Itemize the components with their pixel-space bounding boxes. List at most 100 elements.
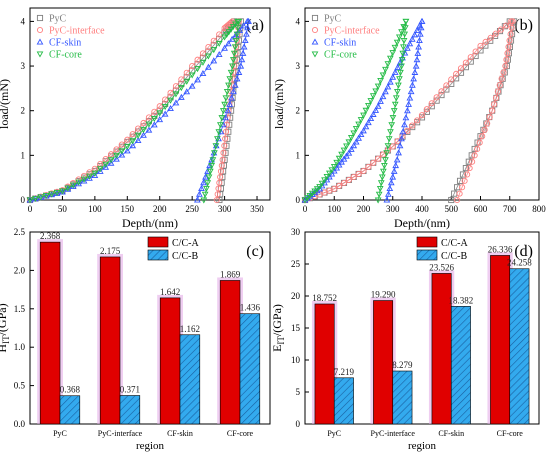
data-point <box>129 138 137 145</box>
data-point <box>386 78 394 85</box>
x-tick-label: 200 <box>153 204 167 214</box>
y-tick-label: 15 <box>291 323 301 333</box>
y-tick-label: 0 <box>296 419 301 429</box>
y-axis-label: load/(mN) <box>0 79 11 129</box>
data-point <box>506 37 513 44</box>
data-point <box>140 119 147 127</box>
data-point <box>365 102 372 110</box>
y-tick-label: 20 <box>291 291 301 301</box>
data-point <box>226 100 234 107</box>
data-point <box>183 78 191 85</box>
data-point <box>231 44 239 51</box>
data-point <box>222 114 229 121</box>
data-point <box>208 163 215 170</box>
data-point <box>333 159 341 166</box>
bar-value-label: 1.642 <box>160 287 180 297</box>
data-point <box>205 53 212 60</box>
panel-label: (b) <box>514 17 533 34</box>
data-point <box>352 138 360 145</box>
data-point <box>418 112 426 119</box>
data-point <box>375 155 382 162</box>
data-point <box>198 184 205 192</box>
data-point <box>404 127 411 134</box>
data-point <box>118 151 126 158</box>
data-point <box>372 88 380 95</box>
data-point <box>336 182 343 189</box>
y-tick-label: 3 <box>21 61 26 71</box>
data-point <box>326 170 333 177</box>
data-point <box>205 63 212 70</box>
data-point <box>489 107 496 114</box>
data-point <box>167 89 174 96</box>
data-point <box>223 142 230 149</box>
data-point <box>381 163 388 170</box>
data-point <box>212 143 220 150</box>
data-point <box>210 37 217 44</box>
bar-c-c-a <box>39 241 61 425</box>
bar-value-label: 7.219 <box>334 367 355 377</box>
data-point <box>396 76 403 83</box>
data-point <box>80 176 88 183</box>
loading-curve <box>304 21 407 201</box>
data-point <box>221 34 228 41</box>
legend-label: C/C-B <box>172 251 198 262</box>
data-point <box>316 184 323 191</box>
data-point <box>220 149 227 156</box>
legend-label: CF-skin <box>324 38 356 49</box>
data-point <box>350 130 358 137</box>
data-point <box>507 31 514 38</box>
data-point <box>384 61 392 68</box>
series-pyc-interface <box>301 18 516 204</box>
data-point <box>229 24 237 31</box>
data-point <box>102 156 109 163</box>
x-tick-label: 150 <box>121 204 135 214</box>
data-point <box>379 72 387 79</box>
y-axis-label: EIT/(GPa) <box>270 304 286 352</box>
data-point <box>232 38 240 45</box>
data-point <box>308 190 316 197</box>
panel-a: 0 50 100 150 200 250 300 350 0 1 2 3 4 Depth/(nm) load… <box>0 7 271 230</box>
bar-value-label: 19.290 <box>371 290 396 300</box>
data-point <box>335 161 343 168</box>
data-point <box>345 139 353 146</box>
data-point <box>448 76 455 83</box>
bar-value-label: 2.368 <box>40 231 61 241</box>
data-point <box>218 115 226 122</box>
y-tick-label: 0.5 <box>14 381 26 391</box>
data-point <box>167 97 174 104</box>
x-tick-label: CF-core <box>227 429 254 438</box>
data-point <box>59 188 66 195</box>
data-point <box>107 159 115 166</box>
data-point <box>453 70 460 77</box>
data-point <box>338 158 345 165</box>
x-tick-label: 250 <box>185 204 199 214</box>
data-point <box>474 139 481 146</box>
bar-c-c-a <box>159 297 181 425</box>
x-tick-label: 100 <box>88 204 102 214</box>
bar-value-label: 0.371 <box>120 385 140 395</box>
legend-label: C/C-B <box>441 251 467 262</box>
data-point <box>113 152 120 159</box>
bar-c-c-a <box>373 300 394 425</box>
data-point <box>379 168 387 175</box>
data-point <box>471 152 478 159</box>
data-point <box>377 180 385 187</box>
data-point <box>220 162 227 169</box>
data-point <box>199 59 207 66</box>
data-point <box>462 165 469 172</box>
data-point <box>225 40 232 47</box>
y-axis-label-main: H <box>0 344 9 353</box>
loading-curve <box>29 21 238 201</box>
x-tick-label: 100 <box>328 204 342 214</box>
data-point <box>393 156 401 163</box>
data-point <box>230 88 237 95</box>
data-point <box>211 150 218 157</box>
data-point <box>464 171 471 178</box>
data-point <box>145 121 153 128</box>
data-point <box>225 82 232 89</box>
data-point <box>399 128 407 135</box>
data-point <box>321 177 328 184</box>
data-point <box>200 197 208 204</box>
data-point <box>367 114 375 122</box>
data-point <box>476 139 483 146</box>
